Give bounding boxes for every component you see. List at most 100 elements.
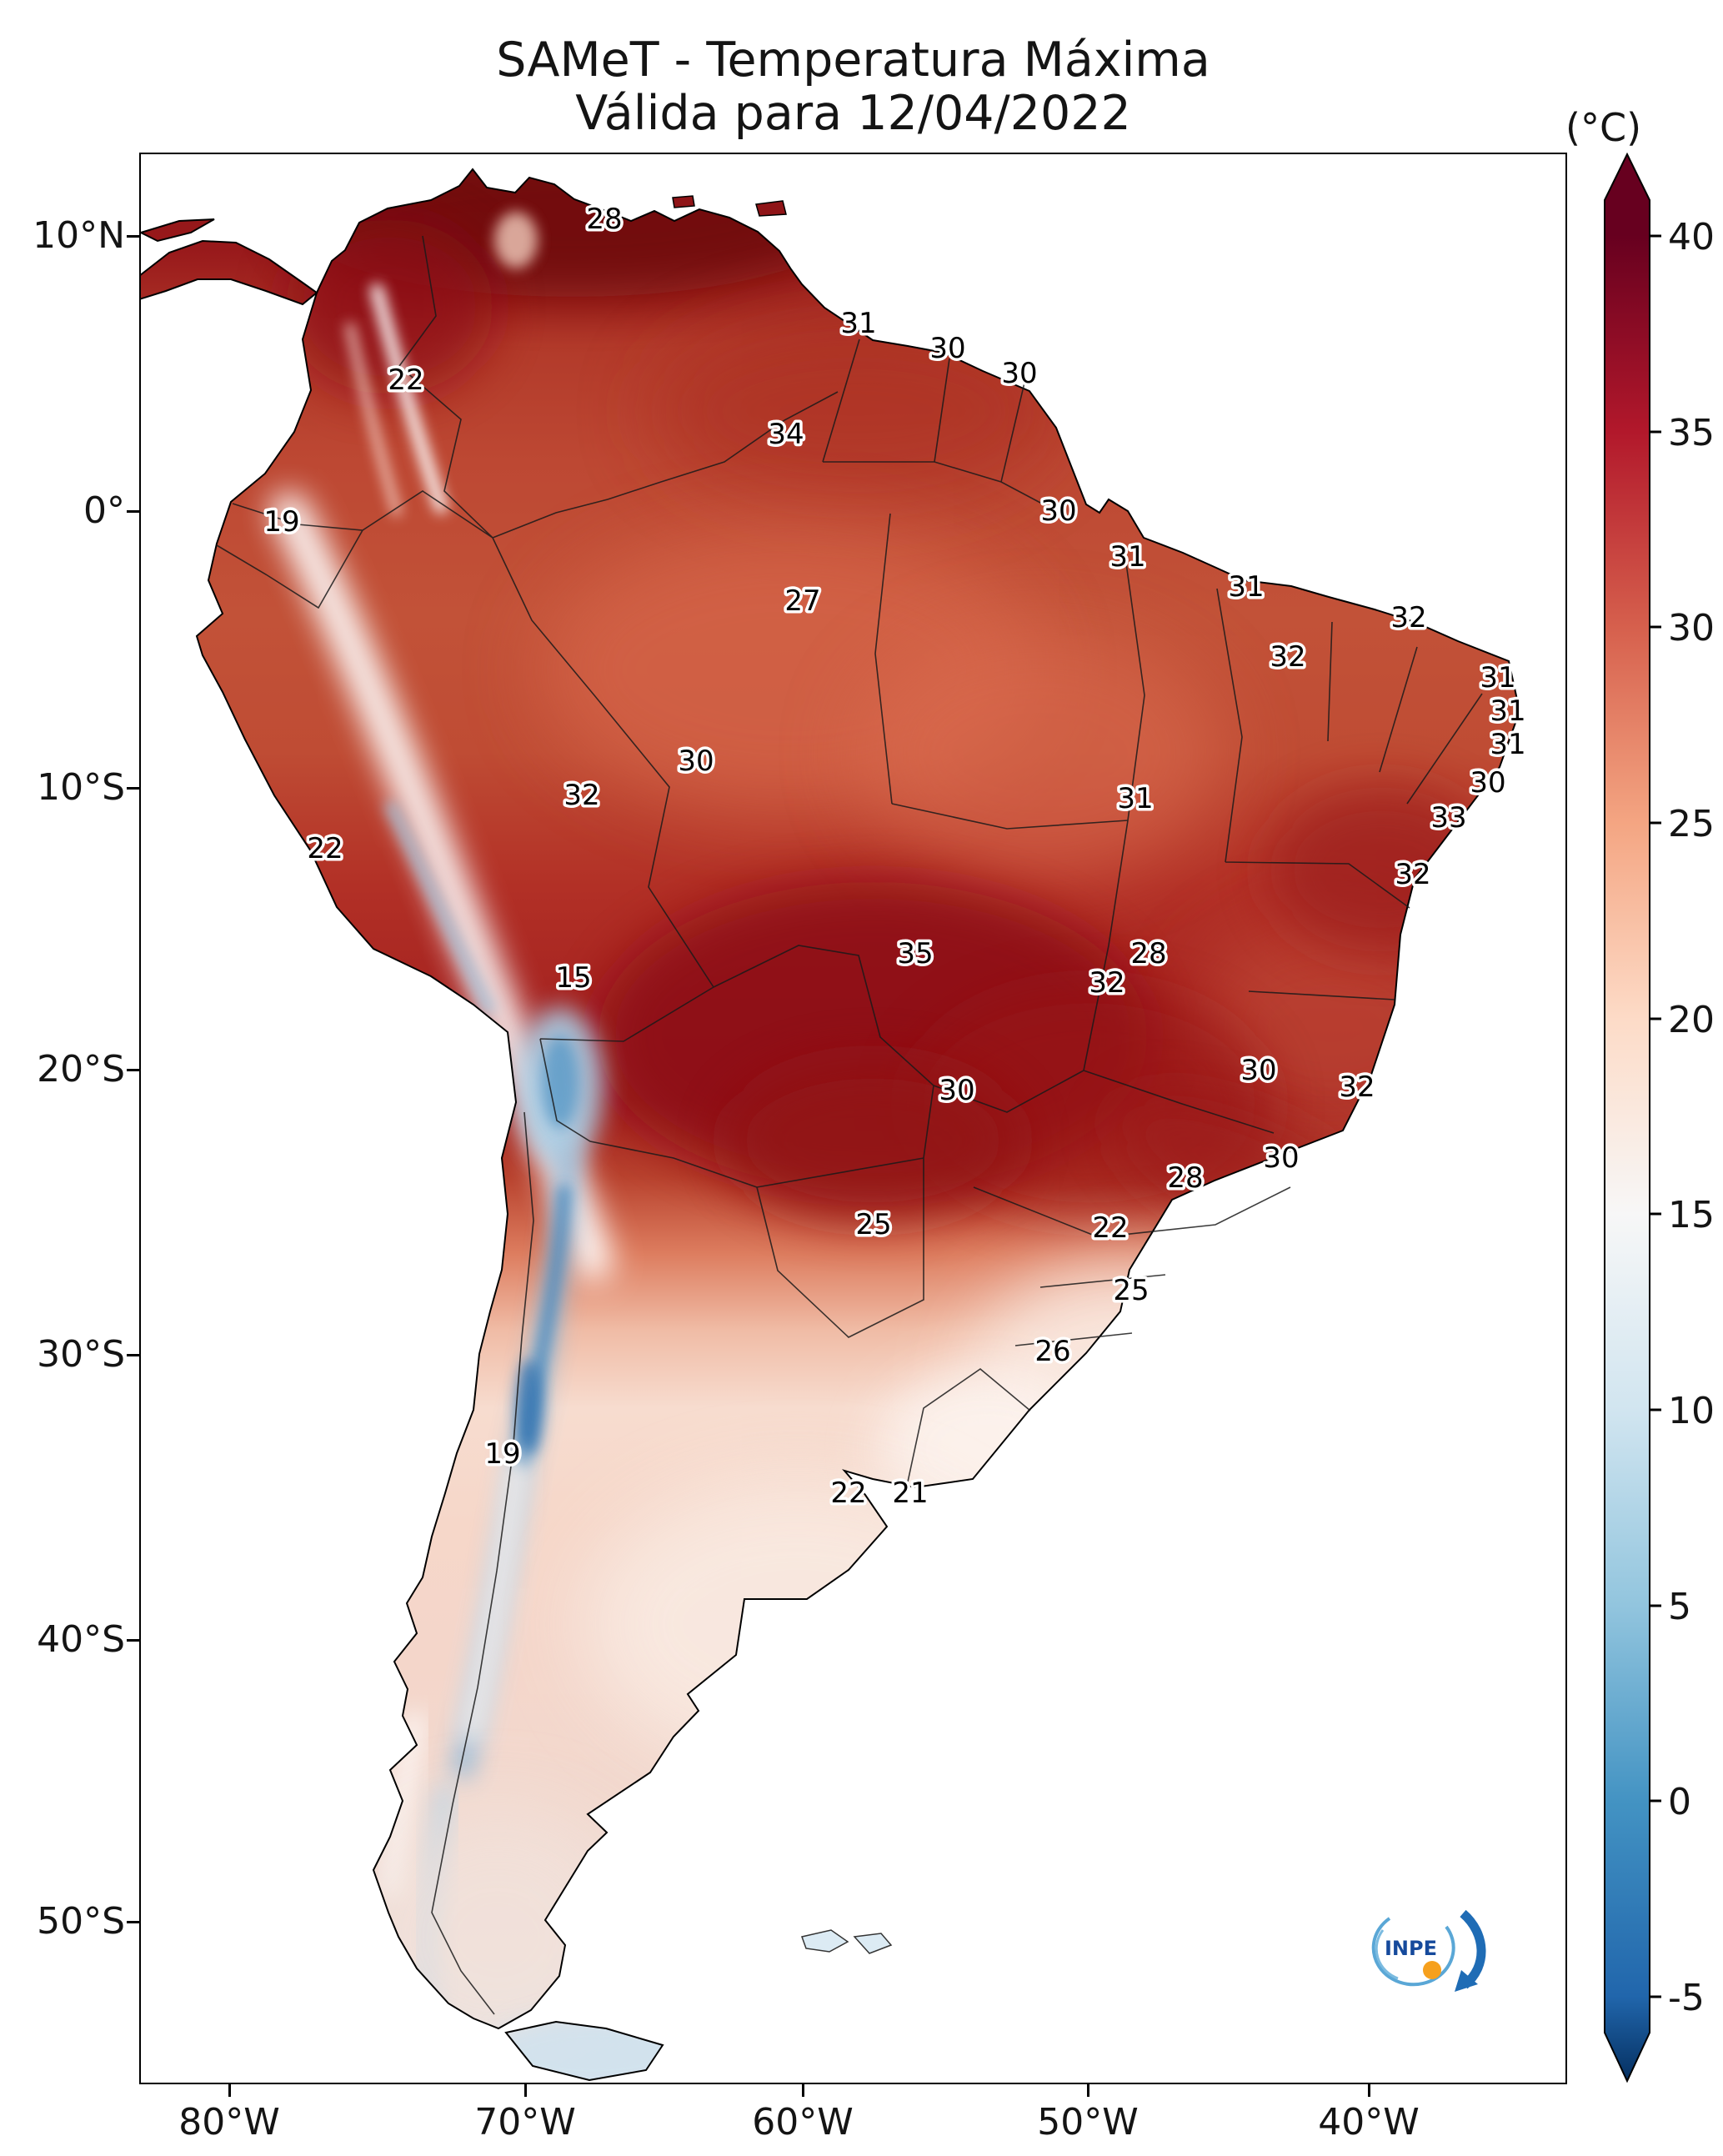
xtick-mark <box>802 2084 804 2097</box>
temp-label: 19 <box>484 1437 520 1471</box>
ytick-10S: 10°S <box>37 766 125 809</box>
island-margarita <box>672 195 695 208</box>
logo-swirl-icon <box>1371 1917 1455 1987</box>
title-line-1: SAMeT - Temperatura Máxima <box>496 33 1210 88</box>
ytick-mark <box>127 1921 139 1923</box>
temp-label: 25 <box>1113 1274 1149 1307</box>
ytick-mark <box>127 1354 139 1356</box>
coastline-mainland <box>195 168 1521 2030</box>
colorbar-tick-marks <box>1650 234 1661 1998</box>
temp-label: 31 <box>1117 782 1153 815</box>
temp-label: 21 <box>892 1477 928 1510</box>
hot-n-colombia <box>285 219 493 394</box>
temp-label: 30 <box>939 1074 974 1107</box>
ytick-mark <box>127 1639 139 1642</box>
cbar-tick-25: 25 <box>1668 803 1715 845</box>
colombia-cordillera-cold <box>370 283 448 514</box>
temp-label: 30 <box>1040 494 1076 528</box>
xtick-mark <box>1087 2084 1089 2097</box>
colorbar-unit-label: (°C) <box>1565 105 1642 150</box>
island-trinidad <box>755 200 787 217</box>
ytick-mark <box>127 1069 139 1071</box>
ytick-10N: 10°N <box>33 214 125 257</box>
tierra-del-fuego-cool <box>489 2013 698 2080</box>
cbar-tick-0: 0 <box>1668 1781 1691 1823</box>
temp-label: 22 <box>830 1477 866 1510</box>
temp-label: 32 <box>1390 601 1426 634</box>
cbar-tick-10: 10 <box>1668 1390 1715 1432</box>
logo-arrowhead-icon <box>1455 1970 1478 1992</box>
temp-label: 33 <box>1430 801 1466 835</box>
temp-label: 30 <box>929 332 965 365</box>
xtick-mark <box>228 2084 231 2097</box>
chart-title: SAMeT - Temperatura Máxima Válida para 1… <box>139 33 1567 140</box>
temp-label: 32 <box>1089 966 1124 1000</box>
temp-label: 19 <box>263 505 299 539</box>
logo-text: INPE <box>1385 1937 1437 1960</box>
temp-label: 22 <box>388 364 423 397</box>
temp-label: 30 <box>1240 1054 1276 1087</box>
political-borders <box>216 235 1483 2015</box>
temp-label: 27 <box>784 584 820 618</box>
altiplano-cold-core <box>542 1036 579 1128</box>
cbar-tick-20: 20 <box>1668 999 1715 1041</box>
xtick-50W: 50°W <box>1037 2101 1139 2143</box>
temp-label: 31 <box>840 307 876 340</box>
ytick-20S: 20°S <box>37 1048 125 1091</box>
xtick-mark <box>524 2084 527 2097</box>
ytick-mark <box>127 510 139 513</box>
ytick-0: 0° <box>83 489 125 532</box>
andes-deep-blue <box>516 1359 543 1456</box>
cbar-tick-15: 15 <box>1668 1194 1715 1236</box>
temp-label: 32 <box>1339 1070 1375 1104</box>
temp-label: 32 <box>1270 640 1305 674</box>
guiana-highlands <box>652 315 1060 507</box>
temp-label: 31 <box>1109 540 1145 574</box>
temp-label: 25 <box>855 1208 891 1241</box>
ytick-30S: 30°S <box>37 1333 125 1376</box>
xtick-80W: 80°W <box>178 2101 280 2143</box>
cbar-tick-35: 35 <box>1668 412 1715 454</box>
xtick-mark <box>1368 2084 1370 2097</box>
peru-andes-blue <box>383 800 497 1016</box>
temp-label: 32 <box>563 779 599 812</box>
amazon-lighter-2 <box>856 628 1223 878</box>
temperature-field <box>139 169 1520 2080</box>
island-falkland-west <box>801 1929 849 1953</box>
ytick-50S: 50°S <box>37 1900 125 1943</box>
andes-white-band <box>457 1456 531 1744</box>
colorbar-bar <box>1604 153 1650 2083</box>
temp-label: 22 <box>307 832 343 865</box>
plot-border <box>139 153 1567 2084</box>
temp-label: 28 <box>1130 937 1166 970</box>
temp-label: 32 <box>1395 858 1430 891</box>
inpe-logo: INPE <box>1371 1909 1486 1992</box>
logo-swirl-icon-2 <box>1375 1929 1399 1980</box>
ytick-40S: 40°S <box>37 1618 125 1661</box>
temp-label: 15 <box>555 961 591 995</box>
temp-label: 26 <box>1034 1335 1070 1368</box>
temp-label: 31 <box>1480 661 1515 694</box>
temp-label: 34 <box>768 418 804 451</box>
colombia-cordillera-cold-2 <box>345 322 402 517</box>
temp-label: 22 <box>1092 1211 1128 1245</box>
temp-label: 31 <box>1490 728 1525 761</box>
cbar-tick-40: 40 <box>1668 216 1715 258</box>
island-falkland-east <box>853 1933 893 1954</box>
logo-orange-dot-icon <box>1423 1961 1441 1979</box>
maracaibo-light <box>494 212 538 268</box>
ytick-mark <box>127 235 139 238</box>
coastline-central-america-2 <box>139 218 215 243</box>
temp-label: 28 <box>1167 1161 1203 1195</box>
temp-label: 30 <box>1001 357 1037 390</box>
xtick-70W: 70°W <box>474 2101 576 2143</box>
cbar-tick-neg5: -5 <box>1668 1977 1705 2019</box>
colorbar: 40 35 30 25 20 15 10 5 0 -5 <box>1604 153 1715 2083</box>
temp-label: 31 <box>1228 570 1264 604</box>
pampas-mild <box>581 1478 1014 1770</box>
cbar-tick-5: 5 <box>1668 1586 1691 1628</box>
temp-label: 30 <box>678 745 714 778</box>
coastline-central-america <box>139 239 318 306</box>
